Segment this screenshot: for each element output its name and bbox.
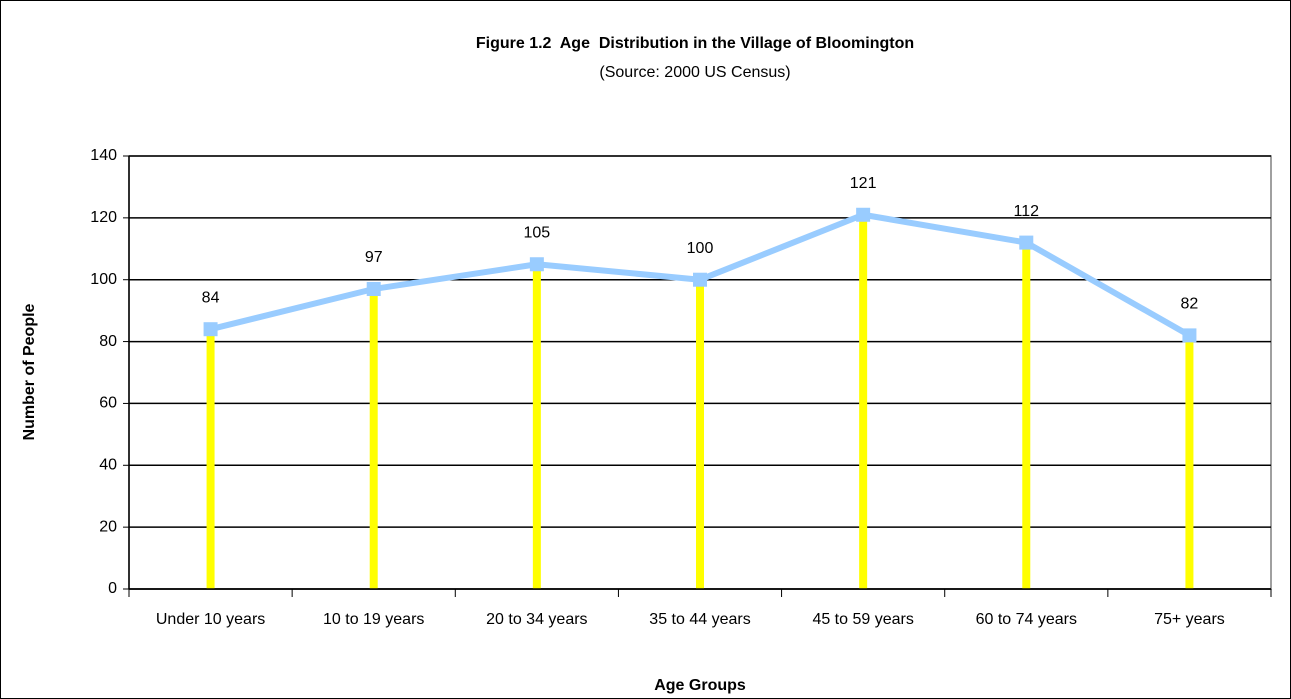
data-label: 82: [1181, 296, 1199, 313]
x-tick-label: 10 to 19 years: [323, 611, 424, 628]
x-tick-label: 75+ years: [1154, 611, 1225, 628]
y-tick-label: 140: [90, 147, 117, 164]
y-tick-label: 20: [99, 518, 117, 535]
x-tick-label: Under 10 years: [156, 611, 265, 628]
y-tick-label: 80: [99, 333, 117, 350]
y-tick-label: 40: [99, 457, 117, 474]
x-tick-label: 35 to 44 years: [649, 611, 750, 628]
data-label: 84: [202, 289, 220, 306]
x-tick-label: 20 to 34 years: [486, 611, 587, 628]
marker: [1019, 235, 1034, 250]
x-axis-label: Age Groups: [654, 677, 746, 694]
y-tick-label: 0: [108, 580, 117, 597]
marker: [1182, 328, 1197, 343]
y-tick-label: 60: [99, 395, 117, 412]
data-label: 105: [524, 224, 551, 241]
x-tick-label: 45 to 59 years: [812, 611, 913, 628]
marker: [529, 257, 544, 272]
marker: [203, 322, 218, 337]
chart-title: Figure 1.2 Age Distribution in the Villa…: [476, 35, 914, 52]
marker: [366, 281, 381, 296]
data-label: 112: [1014, 203, 1040, 220]
chart-subtitle: (Source: 2000 US Census): [599, 64, 790, 81]
marker: [693, 272, 707, 287]
data-label: 121: [850, 175, 877, 192]
y-tick-label: 120: [90, 209, 117, 226]
y-tick-label: 100: [90, 271, 117, 288]
x-tick-label: 60 to 74 years: [976, 611, 1077, 628]
marker: [856, 207, 871, 222]
data-label: 100: [687, 240, 714, 257]
y-axis-label: Number of People: [21, 303, 38, 440]
data-label: 97: [365, 249, 383, 266]
